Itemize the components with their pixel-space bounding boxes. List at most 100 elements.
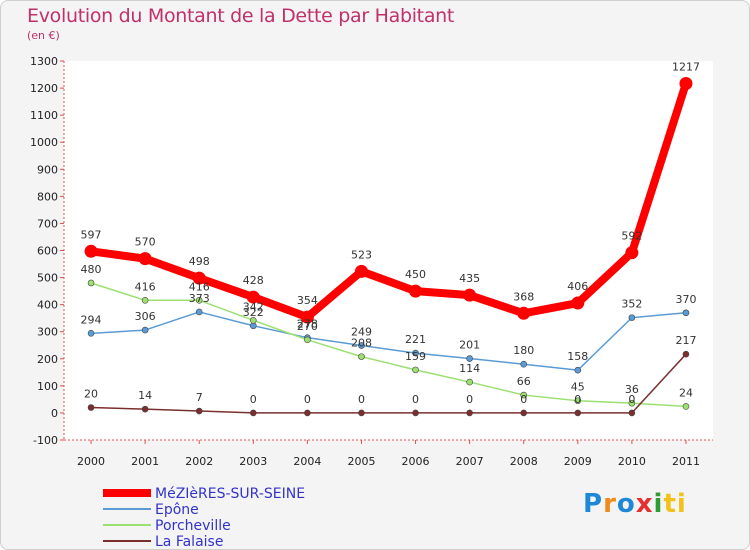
data-label: 570: [135, 236, 156, 249]
data-point: [358, 409, 365, 417]
data-point: [682, 309, 690, 317]
data-point: [520, 409, 528, 417]
logo-letter: x: [635, 489, 654, 519]
y-tick-label: 300: [37, 326, 58, 339]
data-label: 306: [135, 310, 156, 323]
data-label: 0: [250, 393, 257, 406]
data-label: 416: [135, 280, 156, 293]
y-tick-label: 100: [37, 380, 58, 393]
data-point: [520, 360, 528, 368]
series-line: [90, 353, 687, 414]
data-label: 480: [81, 263, 102, 276]
data-point: [574, 397, 582, 405]
data-point: [412, 366, 419, 374]
data-point: [574, 409, 582, 417]
series-line: [87, 79, 690, 322]
y-tick-label: 1300: [30, 55, 58, 68]
data-label: 0: [304, 393, 311, 406]
data-point: [300, 310, 314, 324]
y-tick-label: 600: [37, 245, 58, 258]
legend-label: MéZIèRES-SUR-SEINE: [155, 486, 305, 502]
y-tick-label: -100: [33, 434, 58, 447]
logo-letter: P: [583, 489, 604, 519]
x-tick-label: 2008: [510, 455, 538, 468]
y-tick-label: 1000: [30, 136, 58, 149]
data-point: [87, 404, 95, 411]
data-label: 435: [459, 272, 480, 285]
data-point: [682, 403, 690, 410]
data-label: 428: [243, 274, 264, 287]
data-point: [141, 405, 149, 413]
series-3: [87, 350, 690, 417]
legend-label: Porcheville: [155, 518, 231, 534]
data-label: 322: [243, 306, 264, 319]
x-tick-label: 2010: [618, 455, 646, 468]
chart-unit: (en €): [27, 29, 60, 42]
data-point: [195, 308, 203, 316]
y-tick-label: 500: [37, 272, 58, 285]
data-label: 24: [679, 386, 693, 399]
data-label: 201: [459, 339, 480, 352]
data-point: [412, 349, 419, 357]
data-label: 342: [243, 300, 264, 313]
legend-label: La Falaise: [155, 534, 223, 550]
data-label: 0: [466, 393, 473, 406]
chart-title: Evolution du Montant de la Dette par Hab…: [27, 5, 455, 27]
series-line: [90, 282, 687, 408]
data-point: [466, 355, 473, 362]
x-tick-label: 2002: [185, 455, 213, 468]
data-point: [571, 296, 585, 310]
data-label: 14: [138, 389, 152, 402]
data-point: [354, 264, 368, 278]
data-point: [304, 409, 311, 417]
data-point: [304, 336, 311, 344]
data-point: [679, 76, 693, 90]
data-label: 114: [459, 362, 480, 375]
data-label: 0: [412, 393, 419, 406]
logo-letter: r: [603, 489, 617, 519]
data-label: 354: [297, 294, 318, 307]
data-point: [192, 271, 206, 285]
data-label: 352: [621, 298, 642, 311]
y-tick-label: 0: [51, 407, 58, 420]
data-label: 20: [84, 388, 98, 401]
data-point: [517, 306, 531, 320]
y-tick-label: 800: [37, 190, 58, 203]
x-tick-label: 2000: [77, 455, 105, 468]
data-label: 7: [196, 391, 203, 404]
data-label: 158: [567, 350, 588, 363]
y-tick-label: 1200: [30, 82, 58, 95]
data-label: 278: [297, 318, 318, 331]
data-point: [246, 290, 260, 304]
data-point: [463, 288, 477, 302]
data-label: 450: [405, 268, 426, 281]
proxiti-logo: Proxiti: [583, 489, 687, 519]
data-point: [412, 409, 419, 417]
data-point: [358, 342, 365, 349]
x-tick-label: 2007: [456, 455, 484, 468]
data-point: [138, 252, 152, 266]
series-0: [84, 76, 693, 324]
data-label: 36: [625, 383, 639, 396]
data-point: [141, 297, 149, 304]
data-label: 0: [574, 393, 581, 406]
data-label: 294: [81, 313, 102, 326]
y-tick-label: 200: [37, 353, 58, 366]
data-point: [409, 284, 423, 298]
data-point: [195, 407, 203, 415]
data-point: [574, 366, 582, 374]
data-label: 217: [675, 334, 696, 347]
x-tick-label: 2003: [239, 455, 267, 468]
logo-letter: o: [616, 489, 636, 519]
data-point: [87, 330, 95, 337]
data-point: [84, 244, 98, 258]
x-tick-label: 2004: [293, 455, 321, 468]
x-tick-label: 2011: [672, 455, 700, 468]
data-label: 0: [358, 393, 365, 406]
data-point: [628, 409, 636, 417]
x-tick-label: 2006: [402, 455, 430, 468]
data-label: 249: [351, 326, 372, 339]
data-label: 0: [520, 393, 527, 406]
series-line: [90, 311, 687, 371]
data-label: 0: [628, 393, 635, 406]
